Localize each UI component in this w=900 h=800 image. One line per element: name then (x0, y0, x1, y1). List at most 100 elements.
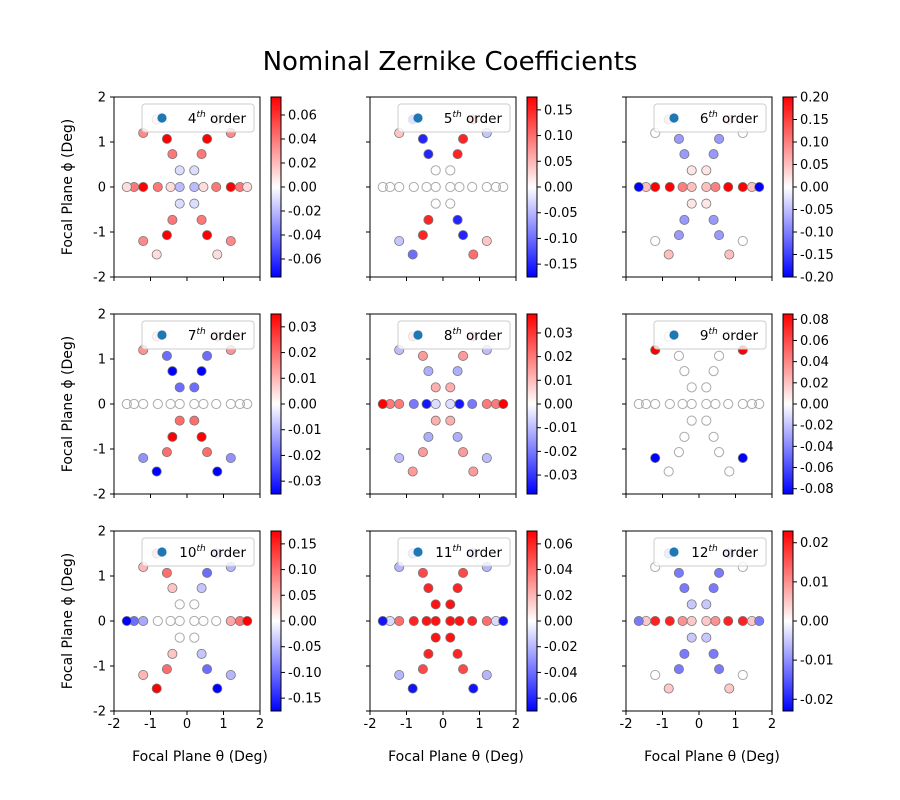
data-point (417, 350, 428, 361)
data-point (633, 181, 644, 192)
data-point (225, 616, 236, 627)
data-point (174, 599, 185, 610)
data-point (445, 398, 456, 409)
y-axis-label: Focal Plane ϕ (Deg) (60, 553, 76, 689)
legend-label: 8th order (444, 327, 503, 344)
data-point (686, 165, 697, 176)
data-point (701, 632, 712, 643)
data-point (167, 431, 178, 442)
data-point (417, 567, 428, 578)
data-point (167, 149, 178, 160)
data-point (430, 415, 441, 426)
data-point (417, 133, 428, 144)
data-point (468, 249, 479, 260)
data-point (189, 632, 200, 643)
data-point (708, 583, 719, 594)
colorbar (782, 96, 794, 278)
legend-marker (413, 330, 423, 340)
data-point (202, 230, 213, 241)
data-point (445, 616, 456, 627)
colorbar-tick-label: 0.00 (800, 181, 829, 196)
data-point (128, 398, 140, 410)
data-point (242, 398, 253, 410)
data-point (454, 616, 465, 627)
legend-marker (669, 330, 679, 340)
colorbar-tick-label: 0.01 (800, 575, 829, 590)
legend-label: 7th order (188, 327, 247, 344)
data-point (677, 616, 688, 627)
colorbar (526, 530, 538, 712)
y-tick-label: 0 (98, 181, 106, 196)
data-point (679, 149, 690, 160)
data-point (196, 149, 207, 160)
x-tick-label: 0 (439, 717, 447, 732)
data-point (490, 181, 502, 193)
legend-box (653, 537, 767, 567)
data-point (710, 616, 721, 627)
data-point (242, 181, 253, 192)
legend-box (141, 103, 255, 133)
colorbar-tick-label: -0.10 (800, 226, 834, 241)
data-point (737, 669, 748, 681)
data-point (679, 431, 690, 442)
data-point (202, 447, 213, 458)
colorbar-tick-label: 0.01 (288, 372, 317, 387)
colorbar-tick-label: 0.10 (288, 563, 317, 578)
data-point (673, 350, 685, 361)
data-point (430, 165, 441, 176)
y-tick-label: 0 (98, 398, 106, 413)
data-point (189, 165, 200, 176)
data-point (686, 198, 697, 209)
data-point (152, 398, 163, 410)
data-point (714, 664, 725, 675)
data-point (161, 230, 172, 241)
data-point (640, 398, 652, 410)
data-point (174, 198, 185, 209)
data-point (417, 664, 428, 675)
colorbar-tick-label: 0.10 (544, 129, 573, 144)
data-point (423, 583, 434, 594)
colorbar-tick-label: -0.05 (800, 203, 834, 218)
data-point (212, 683, 223, 694)
data-point (202, 567, 213, 578)
data-point (394, 235, 405, 246)
data-point (167, 366, 178, 377)
data-point (408, 616, 419, 627)
data-point (165, 615, 176, 627)
y-tick-label: -1 (93, 443, 106, 458)
data-point (686, 616, 697, 627)
legend-label: 12th order (691, 544, 758, 561)
legend-box (141, 537, 255, 567)
subplot-order-10: -2 -1 0 1 2 -2 -1 0 1 2 Focal Plane ϕ (Deg) Focal P… (60, 525, 322, 766)
data-point (152, 181, 163, 192)
colorbar-tick-label: 0.02 (544, 350, 573, 365)
colorbar-tick-label: 0.03 (544, 326, 573, 341)
y-tick-label: 1 (98, 570, 106, 585)
data-point (151, 683, 162, 694)
data-point (161, 350, 172, 361)
data-point (161, 133, 172, 144)
data-point (458, 230, 469, 241)
data-point (677, 181, 688, 192)
data-point (737, 452, 748, 463)
data-point (677, 398, 688, 410)
data-point (663, 683, 674, 694)
data-point (754, 616, 765, 627)
data-point (650, 181, 661, 192)
data-point (724, 466, 735, 477)
data-point (174, 165, 185, 176)
colorbar-tick-label: -0.01 (288, 423, 322, 438)
data-point (211, 615, 222, 627)
y-tick-label: 1 (98, 353, 106, 368)
y-tick-label: -2 (93, 271, 106, 286)
data-point (202, 350, 213, 361)
subplot-order-11: -2 -1 0 1 2 Focal Plane θ (Deg) 11th order -0.0… (364, 530, 578, 765)
legend-box (141, 320, 255, 350)
data-point (737, 181, 748, 192)
data-point (165, 398, 176, 410)
colorbar-tick-label: -0.02 (288, 449, 322, 464)
data-point (212, 466, 223, 477)
data-point (454, 398, 465, 409)
data-point (225, 235, 236, 246)
colorbar-tick-label: -0.02 (544, 640, 578, 655)
